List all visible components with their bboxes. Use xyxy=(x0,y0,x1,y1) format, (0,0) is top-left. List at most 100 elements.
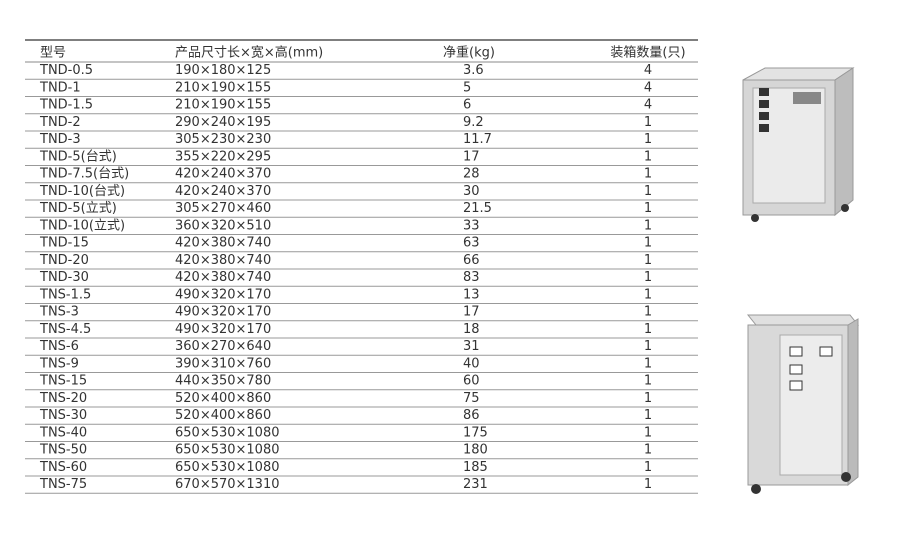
header-cell: 产品尺寸长×宽×高(mm) xyxy=(175,45,323,61)
table-cell: TNS-9 xyxy=(39,356,79,371)
table-cell: TND-20 xyxy=(39,253,89,268)
table-cell: 18 xyxy=(463,322,480,337)
table-cell: 190×180×125 xyxy=(175,63,271,78)
table-cell: 650×530×1080 xyxy=(175,425,280,440)
table-cell: 4 xyxy=(644,98,652,113)
table-cell: TNS-40 xyxy=(39,425,87,440)
table-cell: 210×190×155 xyxy=(175,80,271,95)
table-cell: 420×380×740 xyxy=(175,253,271,268)
table-cell: 1 xyxy=(644,477,652,492)
table-cell: 28 xyxy=(463,167,480,182)
table-cell: 30 xyxy=(463,184,480,199)
table-cell: TNS-75 xyxy=(39,477,87,492)
table-cell: TND-3 xyxy=(39,132,81,147)
table-cell: 21.5 xyxy=(463,201,492,216)
table-cell: 490×320×170 xyxy=(175,305,271,320)
table-cell: 1 xyxy=(644,201,652,216)
product-image-small xyxy=(742,67,855,222)
table-cell: 66 xyxy=(463,253,480,268)
table-cell: TND-1.5 xyxy=(39,98,93,113)
table-cell: 1 xyxy=(644,391,652,406)
table-cell: 1 xyxy=(644,287,652,302)
table-cell: 1 xyxy=(644,322,652,337)
table-cell: 305×270×460 xyxy=(175,201,271,216)
table-cell: TND-7.5(台式) xyxy=(39,167,129,182)
table-cell: 31 xyxy=(463,339,480,354)
table-cell: 440×350×780 xyxy=(175,374,271,389)
table-cell: 650×530×1080 xyxy=(175,443,280,458)
table-cell: 490×320×170 xyxy=(175,287,271,302)
table-cell: 40 xyxy=(463,356,480,371)
table-cell: 1 xyxy=(644,408,652,423)
table-cell: 4 xyxy=(644,63,652,78)
table-cell: TNS-30 xyxy=(39,408,87,423)
table-cell: 1 xyxy=(644,374,652,389)
table-cell: 75 xyxy=(463,391,480,406)
table-cell: TNS-3 xyxy=(39,305,79,320)
table-cell: TND-0.5 xyxy=(39,63,93,78)
table-cell: 1 xyxy=(644,149,652,164)
table-cell: 290×240×195 xyxy=(175,115,271,130)
table-cell: 185 xyxy=(463,460,488,475)
table-cell: 33 xyxy=(463,218,480,233)
header-cell: 型号 xyxy=(40,46,66,61)
table-cell: 420×380×740 xyxy=(175,270,271,285)
table-cell: 360×320×510 xyxy=(175,218,271,233)
table-cell: 420×380×740 xyxy=(175,236,271,251)
table-cell: 490×320×170 xyxy=(175,322,271,337)
table-cell: 83 xyxy=(463,270,480,285)
table-cell: 520×400×860 xyxy=(175,391,271,406)
table-cell: TND-5(台式) xyxy=(39,149,117,164)
table-cell: TND-30 xyxy=(39,270,89,285)
table-cell: 60 xyxy=(463,374,480,389)
table-cell: TND-1 xyxy=(39,80,81,95)
table-cell: 1 xyxy=(644,356,652,371)
table-cell: 4 xyxy=(644,80,652,95)
table-cell: 11.7 xyxy=(463,132,492,147)
table-cell: 1 xyxy=(644,115,652,130)
table-cell: 6 xyxy=(463,98,471,113)
table-cell: TND-5(立式) xyxy=(39,201,117,216)
table-cell: TNS-50 xyxy=(39,443,87,458)
table-cell: 231 xyxy=(463,477,488,492)
table-cell: 13 xyxy=(463,287,480,302)
table-cell: 1 xyxy=(644,184,652,199)
table-cell: 390×310×760 xyxy=(175,356,271,371)
table-cell: 3.6 xyxy=(463,63,484,78)
header-cell: 装箱数量(只) xyxy=(610,45,685,61)
table-cell: TNS-1.5 xyxy=(39,287,91,302)
table-cell: 1 xyxy=(644,460,652,475)
table-cell: 175 xyxy=(463,425,488,440)
table-cell: TND-10(台式) xyxy=(39,184,125,199)
table-cell: 305×230×230 xyxy=(175,132,271,147)
table-cell: 1 xyxy=(644,167,652,182)
spec-table: 型号 产品尺寸长×宽×高(mm) 净重(kg) 装箱数量(只) TND-0.5 190×1… xyxy=(25,39,698,494)
table-cell: TNS-60 xyxy=(39,460,87,475)
table-cell: 355×220×295 xyxy=(175,149,271,164)
table-cell: TNS-6 xyxy=(39,339,79,354)
table-cell: 360×270×640 xyxy=(175,339,271,354)
table-cell: 1 xyxy=(644,270,652,285)
table-cell: 17 xyxy=(463,149,480,164)
table-cell: 1 xyxy=(644,443,652,458)
header-cell: 净重(kg) xyxy=(443,45,495,61)
table-cell: 86 xyxy=(463,408,480,423)
table-cell: 1 xyxy=(644,236,652,251)
table-cell: 17 xyxy=(463,305,480,320)
table-cell: 1 xyxy=(644,305,652,320)
table-cell: 9.2 xyxy=(463,115,484,130)
table-cell: TNS-15 xyxy=(39,374,87,389)
table-cell: TNS-4.5 xyxy=(39,322,91,337)
table-cell: 420×240×370 xyxy=(175,184,271,199)
product-image-large xyxy=(746,314,860,494)
table-cell: 420×240×370 xyxy=(175,167,271,182)
table-cell: TND-10(立式) xyxy=(39,218,125,233)
table-cell: TND-2 xyxy=(39,115,81,130)
table-cell: 650×530×1080 xyxy=(175,460,280,475)
table-cell: 1 xyxy=(644,253,652,268)
table-cell: 5 xyxy=(463,80,471,95)
table-cell: TNS-20 xyxy=(39,391,87,406)
table-cell: 1 xyxy=(644,425,652,440)
table-cell: 210×190×155 xyxy=(175,98,271,113)
